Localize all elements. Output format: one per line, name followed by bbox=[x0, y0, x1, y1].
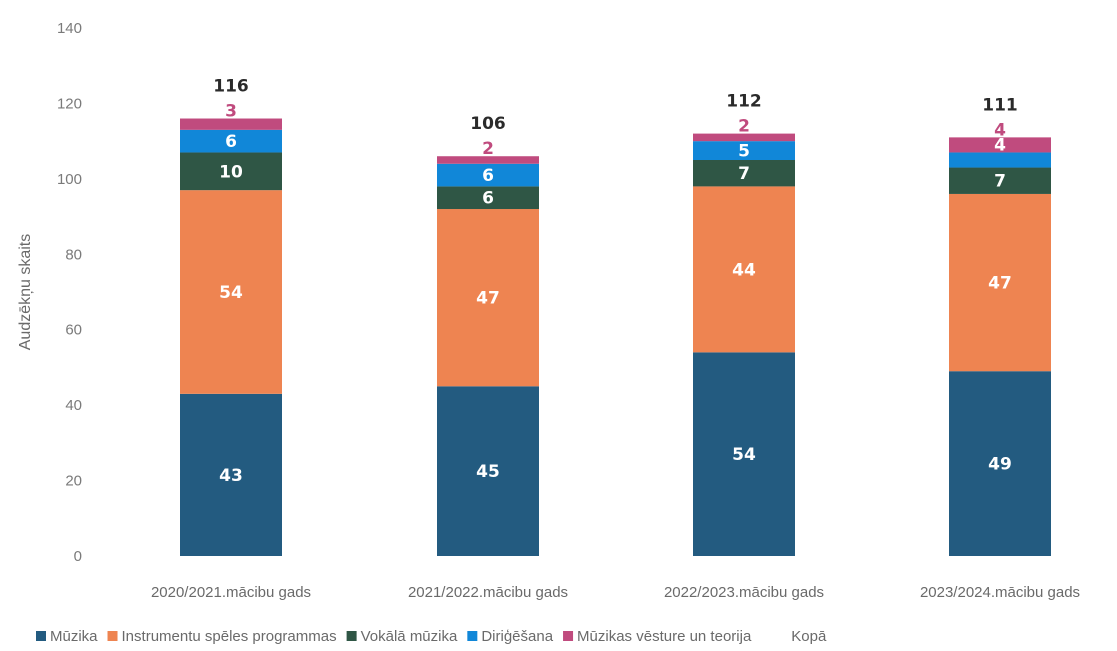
bar-segment bbox=[693, 186, 795, 353]
bar-segment bbox=[949, 167, 1051, 194]
legend-swatch bbox=[346, 631, 357, 641]
total-label: 111 bbox=[982, 95, 1018, 115]
bar-segment bbox=[180, 129, 282, 153]
bar-segment bbox=[180, 118, 282, 130]
data-label: 54 bbox=[219, 283, 243, 303]
legend-label: Diriģēšana bbox=[481, 628, 553, 645]
bar-segment bbox=[949, 137, 1051, 153]
legend-swatch bbox=[36, 631, 46, 641]
total-label: 112 bbox=[726, 92, 762, 112]
y-tick-label: 40 bbox=[65, 397, 82, 414]
data-label: 6 bbox=[482, 189, 494, 209]
bar-segment bbox=[437, 386, 539, 556]
bar-segment bbox=[437, 186, 539, 210]
data-label: 10 bbox=[219, 162, 243, 182]
x-category-label: 2021/2022.mācibu gads bbox=[408, 584, 568, 601]
data-label: 4 bbox=[994, 120, 1006, 140]
data-label: 45 bbox=[476, 462, 500, 482]
legend-label: Instrumentu spēles programmas bbox=[122, 628, 337, 645]
data-label: 7 bbox=[994, 172, 1006, 192]
y-tick-label: 20 bbox=[65, 473, 82, 490]
total-label: 116 bbox=[213, 77, 249, 97]
bar-segment bbox=[693, 352, 795, 556]
data-label: 54 bbox=[732, 445, 756, 465]
x-axis-categories: 2020/2021.mācibu gads 2021/2022.mācibu ga… bbox=[151, 584, 1080, 601]
bar-segment bbox=[437, 209, 539, 387]
legend-swatch bbox=[467, 631, 478, 641]
y-tick-label: 60 bbox=[65, 322, 82, 339]
bar-segment bbox=[949, 371, 1051, 556]
data-label: 2 bbox=[738, 117, 750, 137]
data-label: 5 bbox=[738, 142, 750, 162]
bar-segment bbox=[180, 152, 282, 191]
legend-label-total: Kopā bbox=[791, 628, 827, 645]
x-category-label: 2022/2023.mācibu gads bbox=[664, 584, 824, 601]
data-label: 47 bbox=[988, 274, 1012, 294]
data-label: 44 bbox=[732, 260, 756, 280]
data-label: 4 bbox=[994, 135, 1006, 155]
data-label: 47 bbox=[476, 289, 500, 309]
legend-swatch bbox=[107, 631, 118, 641]
data-label: 6 bbox=[482, 166, 494, 186]
data-label: 43 bbox=[219, 466, 243, 486]
y-tick-label: 140 bbox=[57, 20, 82, 37]
data-label: 2 bbox=[482, 139, 494, 159]
bar-segment bbox=[693, 160, 795, 187]
y-tick-label: 100 bbox=[57, 171, 82, 188]
x-category-label: 2020/2021.mācibu gads bbox=[151, 584, 311, 601]
bars: 4354106311645476621065444752112494774411… bbox=[180, 77, 1051, 556]
bar-stack: 49 47 7 44 111 bbox=[949, 95, 1051, 556]
bar-segment bbox=[949, 193, 1051, 372]
bar-segment bbox=[180, 190, 282, 394]
data-label: 49 bbox=[988, 455, 1012, 475]
bar-segment bbox=[180, 393, 282, 556]
data-label: 7 bbox=[738, 164, 750, 184]
data-label: 3 bbox=[225, 102, 237, 122]
bar-segment bbox=[437, 156, 539, 164]
y-tick-label: 80 bbox=[65, 246, 82, 263]
y-axis-ticks: 0 20 40 60 80 100 120 140 bbox=[57, 20, 82, 565]
data-label: 6 bbox=[225, 132, 237, 152]
y-axis-label: Audzēkņu skaits bbox=[17, 234, 34, 351]
x-category-label: 2023/2024.mācibu gads bbox=[920, 584, 1080, 601]
bar-segment bbox=[949, 152, 1051, 168]
bar-stack: 54 44 75 2 112 bbox=[693, 92, 795, 556]
legend-label: Mūzika bbox=[50, 628, 98, 645]
legend: Mūzika Instrumentu spēles programmas Vokāl… bbox=[36, 628, 827, 645]
bar-segment bbox=[693, 141, 795, 160]
legend-swatch bbox=[563, 631, 574, 641]
legend-label: Vokālā mūzika bbox=[361, 628, 458, 645]
total-label: 106 bbox=[470, 114, 506, 134]
y-tick-label: 0 bbox=[74, 548, 82, 565]
bar-segment bbox=[437, 163, 539, 187]
bar-stack: 45 47 6 6 2 106 bbox=[437, 114, 539, 556]
bar-segment bbox=[693, 133, 795, 142]
y-tick-label: 120 bbox=[57, 95, 82, 112]
legend-label: Mūzikas vēsture un teorija bbox=[577, 628, 752, 645]
